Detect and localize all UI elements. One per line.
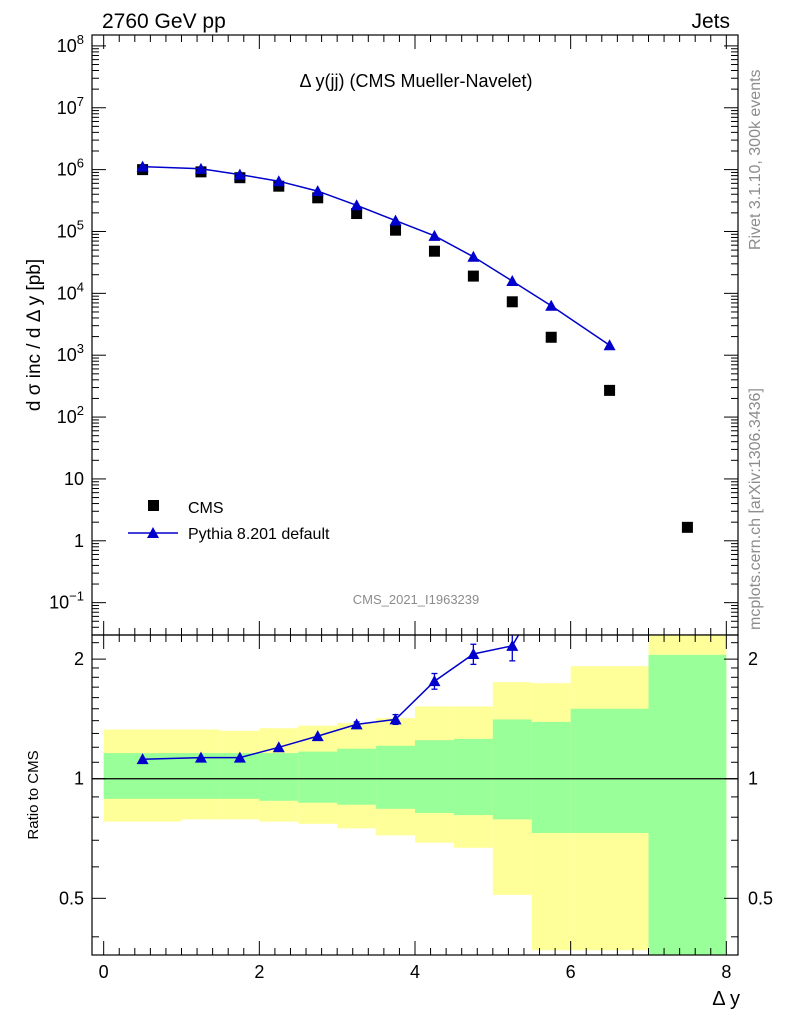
green-band	[415, 740, 454, 813]
ratio-point	[311, 730, 324, 742]
ratio-point	[233, 751, 246, 763]
pythia-point	[233, 168, 246, 180]
green-band	[492, 719, 532, 820]
x-tick-label: 6	[566, 962, 576, 982]
pythia-point	[506, 275, 519, 287]
rivet-label: Rivet 3.1.10, 300k events	[747, 69, 764, 250]
y-tick-label: 103	[57, 341, 84, 365]
header-right: Jets	[691, 10, 730, 33]
y-tick-label: 10	[64, 469, 84, 489]
pythia-point	[467, 250, 480, 262]
cms-point	[604, 384, 616, 396]
ratio-point	[545, 572, 557, 583]
cms-point	[351, 208, 363, 220]
pythia-point	[311, 185, 324, 197]
ratio-y-axis-label: Ratio to CMS	[25, 750, 42, 839]
ratio-point	[467, 648, 480, 660]
pythia-point	[136, 160, 149, 172]
ratio-y-tick-label: 1	[74, 769, 84, 789]
ratio-point	[136, 753, 149, 765]
mcplots-label: mcplots.cern.ch [arXiv:1306.3436]	[747, 388, 764, 630]
green-band	[376, 745, 415, 809]
x-tick-label: 8	[721, 962, 731, 982]
y-tick-label: 1	[74, 531, 84, 551]
header-left: 2760 GeV pp	[102, 10, 226, 33]
analysis-watermark: CMS_2021_I1963239	[353, 592, 480, 607]
cms-point	[506, 296, 518, 308]
ratio-y-tick-label-right: 2	[748, 649, 758, 669]
green-band	[570, 708, 649, 834]
pythia-point	[350, 199, 363, 211]
x-tick-label: 2	[254, 962, 264, 982]
ratio-y-tick-label: 2	[74, 649, 84, 669]
green-band	[453, 738, 493, 816]
pythia-point	[428, 229, 441, 241]
ratio-panel: 0 2 4 6 8 0.5 0.5 1 1 2 2 Ratio to CMS Δ y	[25, 572, 773, 1010]
x-tick-label: 4	[410, 962, 420, 982]
y-axis-label: d σ inc / d Δ y [pb]	[24, 259, 45, 411]
cms-point	[312, 192, 324, 204]
x-axis-label: Δ y	[712, 988, 740, 1010]
main-panel-frame	[91, 34, 739, 636]
chart-title: Δ y(jj) (CMS Mueller-Navelet)	[299, 71, 532, 91]
ratio-point	[506, 639, 519, 651]
ratio-y-tick-label-right: 0.5	[748, 888, 773, 908]
green-band	[259, 753, 299, 801]
cms-point	[428, 245, 440, 257]
pythia-line	[142, 165, 611, 346]
y-tick-label: 102	[57, 403, 84, 427]
green-band	[337, 748, 377, 805]
ratio-point	[272, 741, 285, 753]
y-tick-label: 108	[57, 32, 84, 56]
cms-point	[545, 331, 557, 343]
ratio-point	[194, 751, 207, 763]
ratio-point	[428, 675, 441, 687]
legend-pythia-label: Pythia 8.201 default	[188, 526, 330, 543]
legend: CMS Pythia 8.201 default	[128, 500, 330, 543]
green-band	[298, 751, 338, 803]
ratio-y-tick-label-right: 1	[748, 769, 758, 789]
x-tick-label: 0	[99, 962, 109, 982]
green-band	[531, 721, 571, 834]
ratio-point	[350, 718, 363, 730]
y-tick-label: 107	[57, 94, 84, 118]
cms-point	[467, 270, 479, 282]
legend-cms-marker	[148, 500, 159, 511]
main-panel: 10−1 1 10 102 103 104 105 106 107 108 Δ y(jj) (CM…	[24, 32, 739, 636]
y-tick-label: 10−1	[49, 589, 84, 613]
legend-cms-label: CMS	[188, 500, 224, 517]
y-tick-label: 105	[57, 217, 84, 241]
ratio-point	[389, 713, 402, 725]
pythia-point	[545, 299, 558, 311]
pythia-point	[194, 162, 207, 174]
pythia-point	[603, 339, 616, 351]
pythia-point	[389, 214, 402, 226]
y-tick-label: 106	[57, 156, 84, 180]
green-band	[648, 654, 727, 955]
pythia-point	[272, 175, 285, 187]
legend-pythia-marker	[147, 527, 159, 538]
cms-point	[390, 224, 402, 236]
y-tick-label: 104	[57, 279, 84, 303]
ratio-y-tick-label: 0.5	[59, 888, 84, 908]
cms-point	[681, 521, 693, 533]
